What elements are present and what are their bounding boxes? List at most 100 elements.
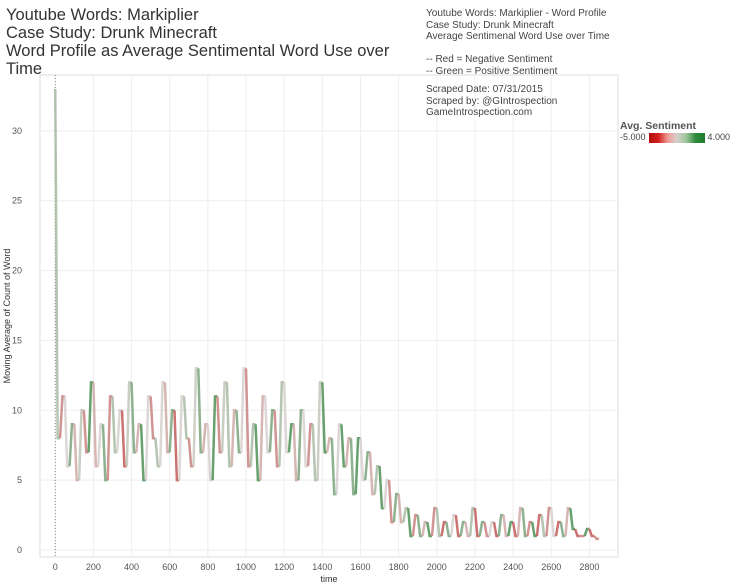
- line-segment: [192, 367, 199, 467]
- y-tick-label: 5: [17, 475, 22, 485]
- line-segment: [511, 521, 518, 538]
- line-segment: [363, 450, 371, 481]
- x-tick-label: 1000: [236, 562, 256, 572]
- line-segment: [459, 520, 466, 537]
- line-segment: [206, 424, 213, 482]
- line-segment: [316, 381, 323, 481]
- line-segment: [569, 507, 576, 531]
- line-segment: [130, 382, 137, 454]
- line-segment: [120, 410, 127, 468]
- y-tick-label: 10: [12, 405, 22, 415]
- line-segment: [282, 382, 289, 454]
- line-segment: [454, 514, 461, 538]
- line-segment: [426, 521, 433, 538]
- line-segment: [492, 521, 499, 538]
- line-segment: [225, 382, 232, 468]
- line-segment: [135, 423, 142, 453]
- y-axis-label: Moving Average of Count of Word: [2, 249, 12, 384]
- line-segment: [593, 535, 599, 541]
- line-segment: [63, 396, 70, 468]
- line-segment: [526, 520, 533, 537]
- x-tick-label: 2200: [465, 562, 485, 572]
- line-segment: [182, 396, 189, 440]
- line-segment: [573, 528, 580, 538]
- line-segment: [473, 507, 480, 538]
- line-segment: [249, 423, 256, 467]
- x-tick-label: 1400: [312, 562, 332, 572]
- line-segment: [154, 438, 161, 468]
- color-legend: Avg. Sentiment -5.000 4.000: [620, 120, 730, 143]
- line-segment: [416, 514, 423, 538]
- legend-min: -5.000: [620, 132, 646, 142]
- legend-max: 4.000: [707, 132, 731, 142]
- line-segment: [149, 396, 156, 440]
- line-segment: [540, 514, 547, 538]
- line-segment: [344, 436, 351, 467]
- line-segment: [335, 423, 342, 495]
- line-segment: [240, 367, 247, 453]
- line-segment: [163, 382, 170, 454]
- line-segment: [220, 381, 227, 453]
- y-tick-label: 0: [17, 545, 22, 555]
- legend-gradient: [648, 132, 705, 143]
- line-segment: [406, 507, 413, 538]
- line-segment: [478, 520, 485, 537]
- title-line: Word Profile as Average Sentimental Word…: [6, 42, 390, 78]
- line-segment: [297, 409, 304, 481]
- title-line: Youtube Words: Markiplier: [6, 6, 199, 24]
- x-tick-label: 800: [200, 562, 215, 572]
- line-segment: [301, 410, 309, 468]
- line-segment: [254, 424, 261, 482]
- line-segment: [96, 423, 103, 467]
- line-segment: [378, 466, 385, 510]
- line-segment: [502, 514, 509, 538]
- line-segment: [244, 368, 251, 468]
- line-segment: [139, 424, 146, 482]
- line-segment: [111, 396, 118, 454]
- line-segment: [488, 520, 495, 537]
- line-segment: [421, 520, 428, 537]
- line-segment: [259, 395, 266, 481]
- line-segment: [321, 382, 328, 454]
- x-tick-label: 1800: [389, 562, 409, 572]
- line-segment: [383, 478, 390, 509]
- title-line: Case Study: Drunk Minecraft: [6, 24, 217, 42]
- line-segment: [325, 436, 332, 453]
- line-segment: [330, 438, 337, 496]
- line-segment: [144, 395, 151, 481]
- line-segment: [292, 424, 299, 482]
- y-tick-label: 15: [12, 335, 22, 345]
- line-segment: [583, 527, 590, 537]
- plot-area: [39, 74, 619, 558]
- line-segment: [354, 436, 361, 495]
- line-segment: [535, 513, 542, 537]
- line-segment: [559, 521, 566, 538]
- x-tick-label: 1200: [274, 562, 294, 572]
- line-segment: [158, 381, 165, 467]
- line-segment: [116, 409, 123, 453]
- line-segment: [278, 381, 285, 467]
- line-segment: [178, 395, 185, 481]
- y-tick-label: 20: [12, 266, 22, 276]
- line-segment: [402, 506, 409, 523]
- line-segment: [554, 520, 561, 537]
- line-segment: [440, 520, 447, 537]
- line-segment: [216, 396, 223, 454]
- line-segment: [87, 381, 94, 453]
- annotation-notes: Youtube Words: Markiplier - Word Profile…: [426, 8, 610, 77]
- line-segment: [588, 528, 595, 538]
- line-segment: [73, 424, 80, 482]
- line-segment: [101, 424, 108, 482]
- line-segment: [273, 410, 280, 468]
- line-segment: [82, 410, 89, 454]
- line-segment: [197, 368, 204, 454]
- line-segment: [359, 438, 366, 482]
- line-segment: [392, 492, 399, 523]
- line-segment: [349, 438, 356, 496]
- x-tick-label: 200: [86, 562, 101, 572]
- line-segment: [201, 423, 208, 453]
- line-segment: [397, 494, 404, 524]
- x-tick-label: 2000: [427, 562, 447, 572]
- line-segment: [549, 507, 557, 538]
